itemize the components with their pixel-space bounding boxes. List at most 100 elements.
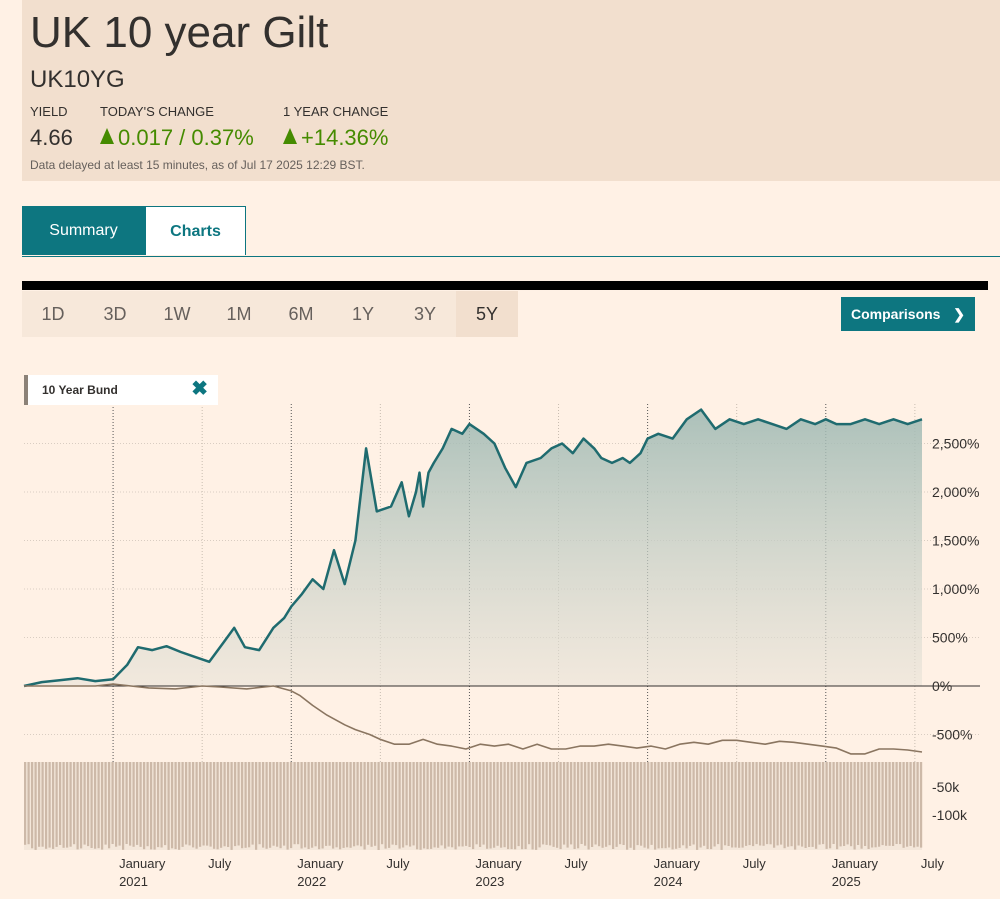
volume-bar xyxy=(759,762,762,846)
period-1d[interactable]: 1D xyxy=(22,291,85,337)
volume-bar xyxy=(654,762,657,850)
volume-bar xyxy=(790,762,793,847)
volume-bar xyxy=(727,762,730,846)
volume-bar xyxy=(773,762,776,848)
close-icon[interactable]: ✖ xyxy=(191,378,208,400)
volume-bar xyxy=(643,762,646,848)
period-1m[interactable]: 1M xyxy=(208,291,271,337)
volume-bar xyxy=(538,762,541,848)
volume-bar xyxy=(244,762,247,848)
volume-bar xyxy=(188,762,191,846)
volume-bar xyxy=(720,762,723,850)
volume-bar xyxy=(514,762,517,850)
volume-bar xyxy=(48,762,51,848)
volume-bar xyxy=(349,762,352,848)
volume-bar xyxy=(69,762,72,847)
volume-bar xyxy=(283,762,286,846)
quote-tabs: Summary Charts xyxy=(22,206,1000,257)
x-month-label: July xyxy=(386,856,410,871)
volume-bar xyxy=(734,762,737,848)
volume-bar xyxy=(594,762,597,845)
volume-bar xyxy=(241,762,244,849)
tab-summary[interactable]: Summary xyxy=(22,206,145,255)
volume-bar xyxy=(619,762,622,845)
volume-bar xyxy=(629,762,632,848)
volume-bar xyxy=(251,762,254,845)
volume-bar xyxy=(811,762,814,847)
tab-charts[interactable]: Charts xyxy=(145,206,246,255)
volume-bar xyxy=(762,762,765,846)
volume-bar xyxy=(164,762,167,846)
volume-bar xyxy=(780,762,783,845)
volume-bar xyxy=(724,762,727,846)
volume-bar xyxy=(384,762,387,849)
volume-bar xyxy=(447,762,450,847)
volume-bar xyxy=(55,762,58,847)
volume-bar xyxy=(521,762,524,850)
volume-bar xyxy=(752,762,755,847)
volume-bar xyxy=(822,762,825,845)
volume-bar xyxy=(409,762,412,847)
y-tick-label: 500% xyxy=(932,630,968,646)
page-title: UK 10 year Gilt xyxy=(30,8,329,57)
volume-bar xyxy=(587,762,590,850)
x-year-label: 2024 xyxy=(654,874,683,889)
volume-bar xyxy=(668,762,671,848)
volume-bar xyxy=(678,762,681,848)
volume-bar xyxy=(650,762,653,845)
volume-bar xyxy=(815,762,818,849)
period-1y[interactable]: 1Y xyxy=(332,291,395,337)
comparison-legend-chip: 10 Year Bund ✖ xyxy=(24,375,218,405)
volume-bar xyxy=(465,762,468,846)
volume-bar xyxy=(192,762,195,848)
volume-bar xyxy=(503,762,506,848)
volume-bar xyxy=(556,762,559,848)
volume-bar xyxy=(143,762,146,850)
volume-bar xyxy=(136,762,139,845)
volume-bar xyxy=(45,762,48,849)
comparisons-label: Comparisons xyxy=(851,306,941,322)
volume-bar xyxy=(52,762,55,849)
volume-bar xyxy=(27,762,30,845)
volume-bar xyxy=(692,762,695,845)
volume-bar xyxy=(80,762,83,849)
series-line-bund xyxy=(24,683,923,755)
period-3y[interactable]: 3Y xyxy=(394,291,457,337)
volume-bar xyxy=(118,762,121,846)
volume-bar xyxy=(286,762,289,850)
volume-bar xyxy=(860,762,863,849)
period-6m[interactable]: 6M xyxy=(270,291,333,337)
volume-bar xyxy=(104,762,107,845)
volume-bar xyxy=(461,762,464,847)
volume-bar xyxy=(566,762,569,848)
volume-bar xyxy=(472,762,475,850)
volume-bar xyxy=(227,762,230,847)
volume-bar xyxy=(591,762,594,847)
y-tick-label: 1,000% xyxy=(932,581,979,597)
x-month-label: July xyxy=(565,856,589,871)
volume-bar xyxy=(332,762,335,849)
volume-bar xyxy=(475,762,478,845)
volume-bar xyxy=(846,762,849,845)
data-delay-note: Data delayed at least 15 minutes, as of … xyxy=(30,158,365,172)
volume-bar xyxy=(272,762,275,846)
volume-bar xyxy=(682,762,685,846)
volume-bar xyxy=(738,762,741,848)
volume-bar xyxy=(584,762,587,846)
comparison-name: 10 Year Bund xyxy=(42,383,118,397)
volume-bar xyxy=(895,762,898,844)
volume-bar xyxy=(419,762,422,850)
yield-label: YIELD xyxy=(30,104,68,119)
ticker-symbol: UK10YG xyxy=(30,66,125,93)
volume-bar xyxy=(444,762,447,849)
volume-bar xyxy=(615,762,618,847)
volume-bar xyxy=(90,762,93,848)
period-3d[interactable]: 3D xyxy=(84,291,147,337)
volume-bar xyxy=(206,762,209,846)
volume-bar xyxy=(440,762,443,846)
comparisons-button[interactable]: Comparisons ❯ xyxy=(841,297,975,331)
period-1w[interactable]: 1W xyxy=(146,291,209,337)
period-5y[interactable]: 5Y xyxy=(456,291,519,337)
todays-change-label: TODAY'S CHANGE xyxy=(100,104,214,119)
volume-bar xyxy=(675,762,678,849)
